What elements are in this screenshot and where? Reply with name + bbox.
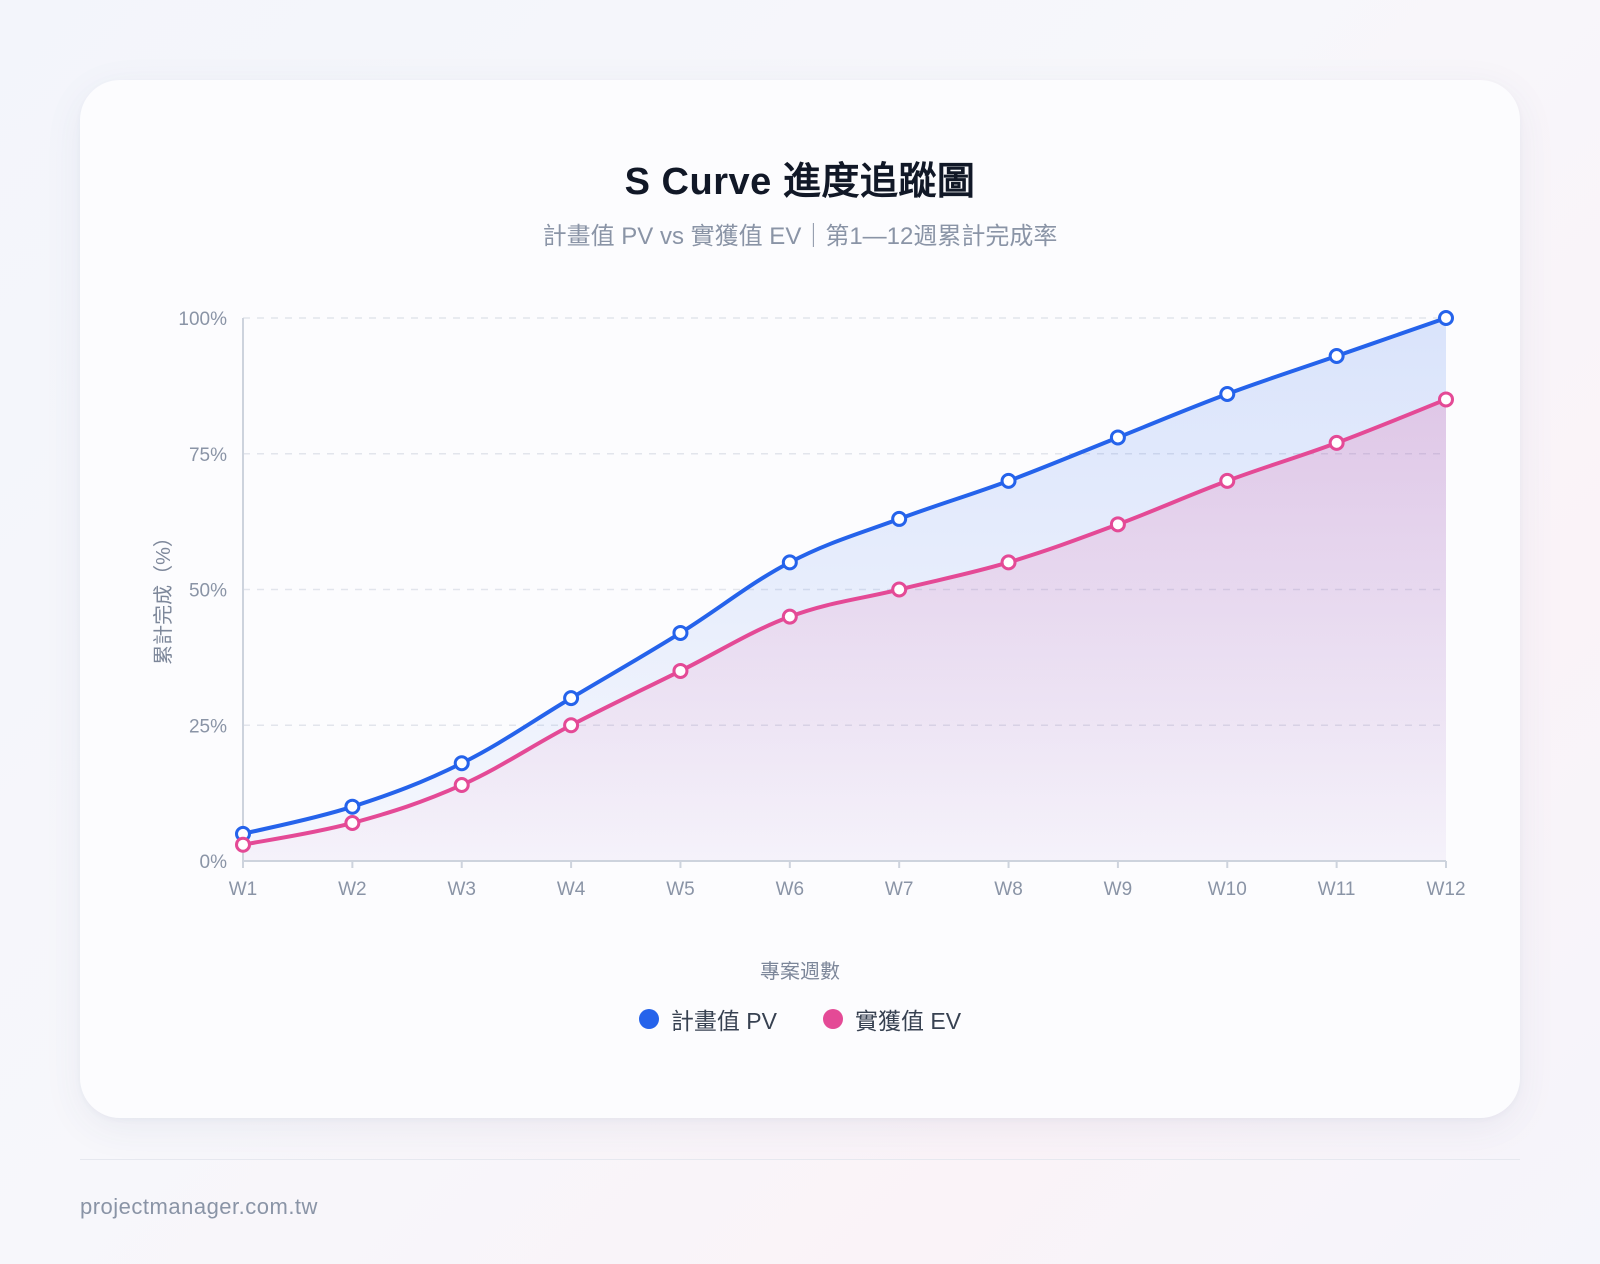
y-axis-title: 累計完成（%） [152, 527, 175, 665]
x-tick-label: W5 [666, 879, 695, 900]
data-point-pv[interactable] [1438, 310, 1454, 326]
legend-item-pv[interactable]: 計畫值 PV [638, 1002, 777, 1036]
data-point-ev[interactable] [672, 662, 689, 679]
data-point-pv[interactable] [1219, 386, 1236, 403]
footer-site: projectmanager.com.tw [80, 1194, 318, 1219]
x-tick-label: W7 [885, 879, 914, 900]
s-curve-chart: 0% 25% 50% 75% 100% W1 W2 W3 W4 W5 W6 W7 W8 W9 W10 W11 W… [152, 309, 1466, 983]
data-point-ev[interactable] [1109, 516, 1126, 533]
data-point-ev[interactable] [1219, 472, 1236, 489]
data-point-ev[interactable] [781, 608, 798, 625]
footer-divider [80, 1159, 1520, 1160]
axes [242, 318, 1447, 868]
chart-subtitle: 計畫值 PV vs 實獲值 EV｜第1—12週累計完成率 [542, 223, 1058, 250]
data-point-ev[interactable] [1438, 391, 1454, 408]
data-point-pv[interactable] [672, 624, 689, 641]
x-tick-label: W10 [1208, 879, 1247, 900]
data-point-pv[interactable] [344, 798, 361, 815]
y-tick-label: 100% [178, 309, 227, 330]
data-point-pv[interactable] [1000, 472, 1017, 489]
data-point-pv[interactable] [453, 755, 470, 772]
legend-dot-pv [638, 1009, 659, 1029]
data-point-ev[interactable] [1328, 434, 1345, 451]
y-tick-label: 75% [189, 445, 227, 466]
y-tick-label: 50% [189, 581, 227, 602]
data-points [235, 310, 1454, 853]
data-point-pv[interactable] [891, 510, 908, 527]
x-tick-label: W3 [447, 879, 476, 900]
x-tick-label: W11 [1318, 879, 1356, 900]
x-axis-title: 專案週數 [760, 960, 840, 983]
data-point-ev[interactable] [235, 836, 251, 853]
x-tick-label: W9 [1104, 879, 1133, 900]
tick-labels: 0% 25% 50% 75% 100% W1 W2 W3 W4 W5 W6 W7 W8 W9 W10 W11 W… [178, 309, 1465, 900]
x-tick-label: W4 [557, 879, 586, 900]
data-point-ev[interactable] [1000, 554, 1017, 571]
x-tick-label: W8 [994, 879, 1023, 900]
data-point-pv[interactable] [563, 690, 580, 707]
data-point-pv[interactable] [781, 554, 798, 571]
data-point-pv[interactable] [1109, 429, 1126, 446]
chart-title: S Curve 進度追蹤圖 [624, 161, 976, 203]
data-point-ev[interactable] [891, 581, 908, 598]
legend-item-ev[interactable]: 實獲值 EV [823, 1002, 961, 1036]
y-tick-label: 25% [189, 716, 227, 737]
grid-lines [243, 317, 1446, 726]
data-point-ev[interactable] [563, 717, 580, 734]
legend-label-ev: 實獲值 EV [855, 1008, 962, 1034]
x-tick-label: W12 [1426, 879, 1465, 900]
x-tick-label: W2 [338, 879, 367, 900]
x-tick-label: W1 [229, 879, 258, 900]
data-point-pv[interactable] [1328, 348, 1345, 365]
data-point-ev[interactable] [344, 814, 361, 831]
data-point-ev[interactable] [453, 776, 470, 793]
chart-legend: 計畫值 PV 實獲值 EV [0, 1002, 1600, 1036]
legend-label-pv: 計畫值 PV [670, 1008, 777, 1034]
y-tick-label: 0% [200, 852, 228, 873]
x-tick-label: W6 [776, 879, 805, 900]
legend-dot-ev [823, 1009, 843, 1029]
